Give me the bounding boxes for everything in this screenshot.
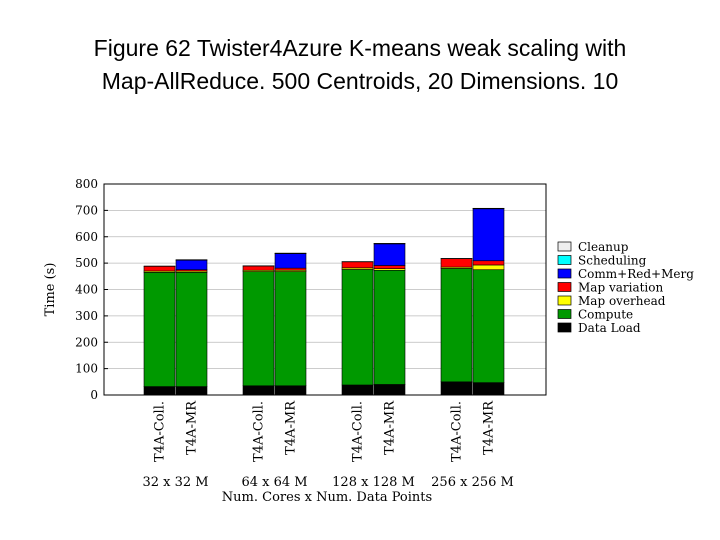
bar-label: T4A-MR (185, 400, 200, 455)
bar-segment (373, 265, 406, 269)
legend-swatch (557, 309, 572, 319)
bar-label: T4A-MR (284, 400, 299, 455)
bar-label: T4A-MR (482, 400, 497, 455)
bars (143, 207, 505, 396)
bar-segment (175, 386, 208, 396)
legend-swatch (557, 255, 572, 265)
group-label: 32 x 32 M (142, 475, 208, 490)
bar-label: T4A-Coll. (351, 401, 366, 462)
y-tick-label: 500 (75, 256, 98, 270)
y-tick-label: 800 (75, 177, 98, 191)
group-label: 256 x 256 M (431, 475, 514, 490)
bar-segment (242, 265, 275, 271)
bar-segment (143, 265, 176, 272)
bar-label: T4A-Coll. (450, 401, 465, 462)
bar-segment (440, 381, 473, 396)
bar-segment (143, 386, 176, 396)
legend-swatch (557, 268, 572, 279)
x-axis-labels: T4A-Coll. T4A-MR T4A-Coll. T4A-MR T4A-Coll. T… (142, 400, 513, 490)
title-line-1: Figure 62 Twister4Azure K-means weak sca… (93, 35, 627, 61)
y-axis-label: Time (s) (43, 263, 58, 317)
bar-segment (274, 253, 307, 269)
y-tick-label: 600 (75, 230, 98, 244)
bar-segment (373, 384, 406, 396)
group-label: 128 x 128 M (332, 475, 415, 490)
bar-segment (472, 269, 505, 383)
legend-label: Data Load (578, 321, 641, 335)
bar-segment (472, 208, 505, 262)
bar-segment (274, 267, 307, 271)
legend-label: Comm+Red+Merg (578, 267, 694, 281)
y-axis-ticks: 0 100 200 300 400 500 600 700 800 (75, 177, 108, 402)
legend-swatch (557, 241, 572, 252)
legend-label: Compute (578, 308, 633, 322)
bar-label: T4A-Coll. (252, 401, 267, 462)
y-tick-label: 400 (75, 283, 98, 297)
legend-label: Map variation (578, 281, 663, 295)
x-axis-label: Num. Cores x Num. Data Points (222, 490, 432, 505)
bar-segment (274, 271, 307, 387)
legend-swatch (557, 282, 572, 292)
bar-segment (175, 259, 208, 271)
bar-segment (440, 258, 473, 268)
legend-label: Map overhead (578, 294, 666, 308)
bar-segment (472, 382, 505, 396)
bar-segment (242, 271, 275, 387)
bar-label: T4A-MR (383, 400, 398, 455)
bar-segment (175, 272, 208, 387)
bar-segment (373, 269, 406, 385)
y-tick-label: 0 (90, 388, 98, 402)
bar-segment (373, 243, 406, 266)
bar-segment (472, 260, 505, 266)
bar-segment (440, 268, 473, 383)
plot-frame (103, 183, 547, 396)
bar-segment (341, 384, 374, 396)
y-tick-label: 200 (75, 335, 98, 349)
legend-label: Scheduling (578, 254, 647, 268)
bar-segment (242, 385, 275, 396)
y-tick-label: 100 (75, 362, 98, 376)
bar-segment (143, 272, 176, 387)
group-label: 64 x 64 M (241, 475, 307, 490)
legend-swatch (557, 295, 572, 306)
bar-label: T4A-Coll. (153, 401, 168, 462)
bar-segment (341, 269, 374, 386)
legend-label: Cleanup (578, 240, 629, 254)
y-tick-label: 700 (75, 203, 98, 217)
bar-segment (341, 261, 374, 269)
legend-swatch (557, 322, 572, 333)
bar-segment (274, 385, 307, 396)
y-tick-label: 300 (75, 309, 98, 323)
title-line-2: Map-AllReduce. 500 Centroids, 20 Dimensi… (101, 68, 619, 94)
bar-segment (472, 264, 505, 271)
slide-title: Figure 62 Twister4Azure K-means weak sca… (0, 32, 720, 98)
